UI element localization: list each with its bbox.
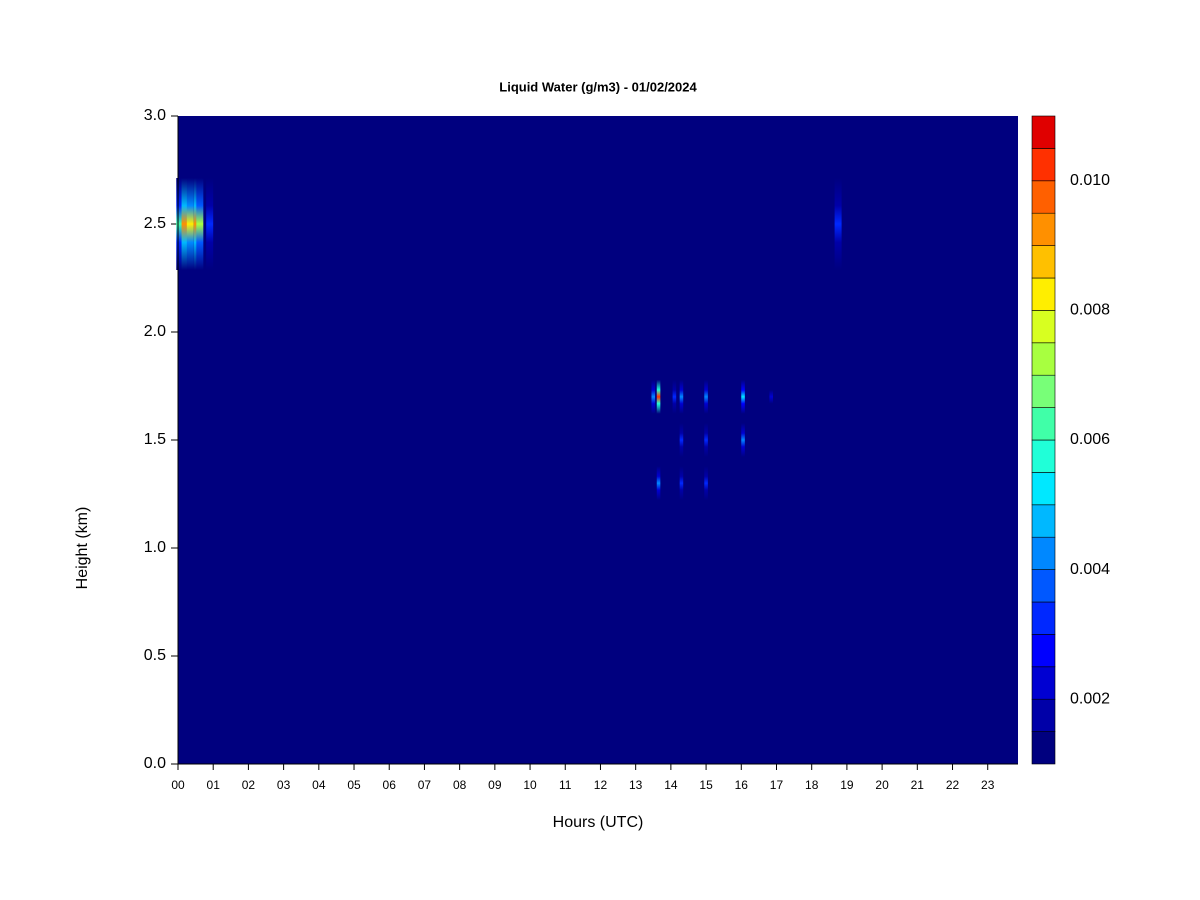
colorbar-band — [1031, 439, 1056, 473]
x-tick-label: 13 — [629, 778, 643, 792]
data-cell — [651, 379, 656, 414]
x-tick-label: 19 — [840, 778, 854, 792]
colorbar-band — [1031, 472, 1056, 506]
chart-title: Liquid Water (g/m3) - 01/02/2024 — [499, 79, 697, 94]
colorbar-tick-label: 0.004 — [1070, 561, 1110, 578]
colorbar-band — [1031, 245, 1056, 279]
colorbar-band — [1031, 342, 1056, 376]
colorbar-band — [1031, 374, 1056, 408]
colorbar-band — [1031, 601, 1056, 635]
plot-background — [178, 116, 1018, 764]
data-cell — [704, 423, 708, 457]
x-tick-label: 14 — [664, 778, 678, 792]
colorbar-band — [1031, 148, 1056, 182]
data-cell — [679, 423, 684, 457]
x-tick-label: 23 — [981, 778, 995, 792]
colorbar-band — [1031, 569, 1056, 603]
data-cell — [196, 178, 204, 270]
x-tick-label: 01 — [207, 778, 221, 792]
colorbar-tick-label: 0.006 — [1070, 431, 1110, 448]
x-tick-label: 12 — [594, 778, 608, 792]
x-tick-label: 17 — [770, 778, 784, 792]
colorbar-tick-label: 0.002 — [1070, 690, 1110, 707]
data-cell — [656, 466, 661, 501]
x-tick-label: 02 — [242, 778, 256, 792]
data-cell — [176, 178, 184, 270]
data-cell — [741, 423, 745, 457]
y-tick-label: 0.0 — [144, 755, 166, 772]
data-cell — [181, 178, 189, 270]
x-tick-label: 09 — [488, 778, 502, 792]
x-tick-label: 15 — [699, 778, 713, 792]
x-tick-label: 06 — [383, 778, 397, 792]
x-axis-label: Hours (UTC) — [553, 814, 644, 831]
x-tick-label: 20 — [875, 778, 889, 792]
data-cell — [656, 379, 661, 414]
x-tick-label: 05 — [347, 778, 361, 792]
x-tick-label: 21 — [911, 778, 925, 792]
colorbar-band — [1031, 407, 1056, 441]
data-cell — [834, 178, 842, 270]
data-cell — [704, 466, 708, 501]
x-tick-label: 18 — [805, 778, 819, 792]
y-axis-label: Height (km) — [74, 507, 91, 590]
y-tick-label: 2.0 — [144, 323, 166, 340]
x-tick-label: 10 — [523, 778, 537, 792]
x-tick-label: 22 — [946, 778, 960, 792]
colorbar-band — [1031, 634, 1056, 668]
y-tick-label: 0.5 — [144, 647, 166, 664]
colorbar-tick-label: 0.010 — [1070, 172, 1110, 189]
colorbar-band — [1031, 115, 1056, 149]
y-tick-label: 3.0 — [144, 107, 166, 124]
data-cell — [769, 379, 774, 414]
data-cell — [741, 379, 745, 414]
colorbar-band — [1031, 180, 1056, 214]
colorbar-band — [1031, 504, 1056, 538]
data-cell — [186, 178, 194, 270]
x-tick-label: 07 — [418, 778, 432, 792]
data-cell — [672, 379, 677, 414]
x-tick-label: 08 — [453, 778, 467, 792]
y-tick-label: 1.5 — [144, 431, 166, 448]
colorbar-band — [1031, 731, 1056, 765]
data-cell — [679, 466, 684, 501]
colorbar-band — [1031, 277, 1056, 311]
colorbar-tick-label: 0.008 — [1070, 302, 1110, 319]
data-cell — [679, 379, 684, 414]
data-cell — [206, 178, 214, 270]
colorbar-band — [1031, 310, 1056, 344]
y-tick-label: 2.5 — [144, 215, 166, 232]
x-tick-label: 03 — [277, 778, 291, 792]
colorbar-band — [1031, 536, 1056, 570]
x-tick-label: 00 — [171, 778, 185, 792]
x-tick-label: 16 — [735, 778, 749, 792]
x-tick-label: 04 — [312, 778, 326, 792]
colorbar-band — [1031, 212, 1056, 246]
colorbar-band — [1031, 666, 1056, 700]
data-cell — [704, 379, 708, 414]
x-tick-label: 11 — [559, 778, 572, 792]
y-tick-label: 1.0 — [144, 539, 166, 556]
colorbar-band — [1031, 698, 1056, 732]
